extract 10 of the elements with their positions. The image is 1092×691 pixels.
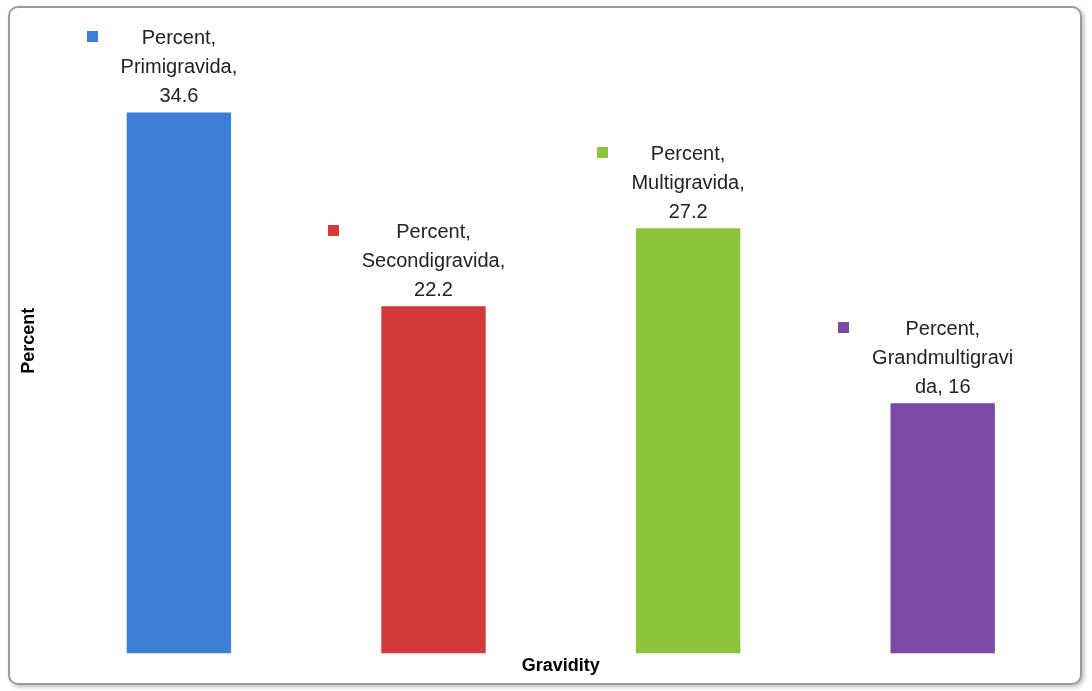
bar: [126, 112, 232, 654]
x-axis-title: Gravidity: [521, 655, 600, 676]
data-label: Percent, Grandmultigravi da, 16: [872, 316, 1014, 397]
y-axis-title: Percent: [17, 307, 38, 374]
data-label: Percent, Multigravida, 27.2: [631, 141, 745, 222]
bar: [890, 403, 995, 654]
bar: [381, 306, 486, 654]
data-label: Percent, Primigravida, 34.6: [120, 25, 238, 106]
bar: [635, 228, 741, 654]
data-label: Percent, Secondigravida, 22.2: [361, 219, 506, 300]
